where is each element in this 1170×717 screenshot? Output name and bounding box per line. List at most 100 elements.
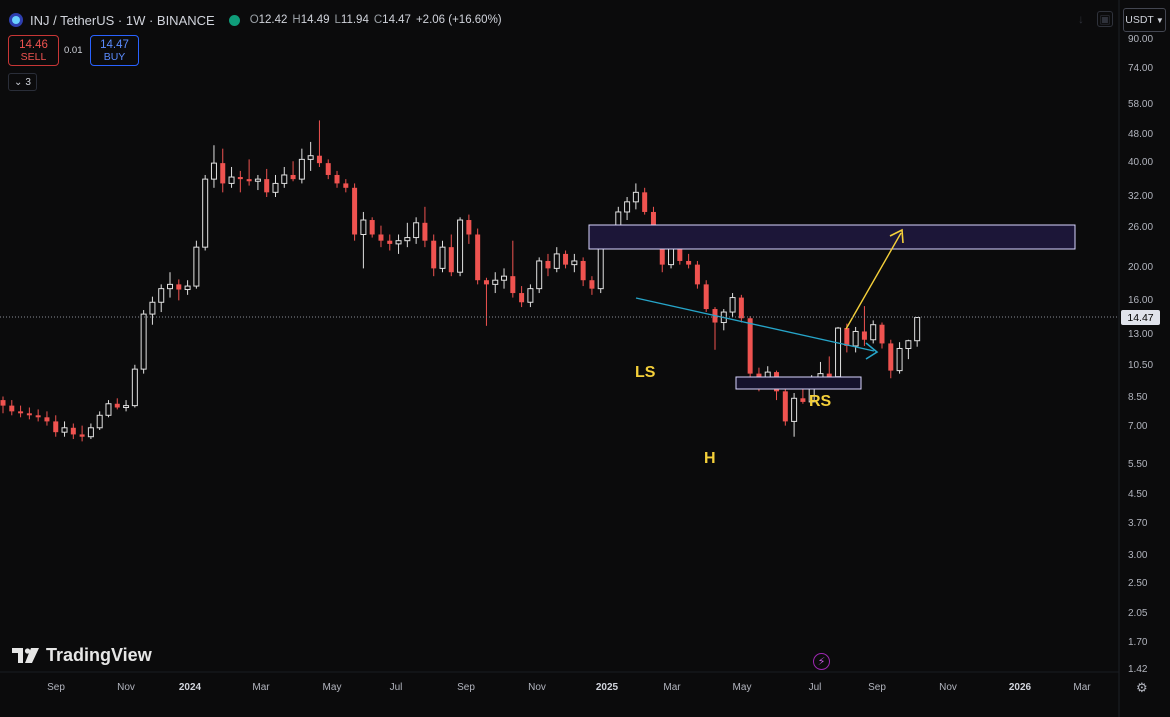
candle-body[interactable]: [105, 403, 112, 416]
candle-body[interactable]: [686, 260, 692, 265]
candle-body[interactable]: [0, 400, 6, 406]
head-label[interactable]: H: [704, 450, 716, 467]
candle-body[interactable]: [352, 187, 358, 235]
candle-body[interactable]: [193, 246, 200, 287]
candle-body[interactable]: [404, 237, 411, 242]
candle-body[interactable]: [298, 158, 305, 180]
tradingview-logo[interactable]: TradingView: [12, 645, 152, 666]
candle-body[interactable]: [703, 284, 709, 310]
currency-dropdown[interactable]: USDT ▼: [1123, 8, 1166, 32]
candle-body[interactable]: [501, 275, 508, 281]
candle-body[interactable]: [18, 411, 24, 414]
candle-body[interactable]: [70, 427, 76, 435]
candle-body[interactable]: [896, 347, 903, 372]
candle-body[interactable]: [413, 222, 420, 239]
candle-body[interactable]: [519, 293, 525, 303]
candle-body[interactable]: [800, 398, 806, 402]
candle-body[interactable]: [343, 183, 349, 188]
candle-body[interactable]: [290, 174, 296, 180]
candle-body[interactable]: [44, 417, 50, 422]
candle-body[interactable]: [387, 240, 393, 244]
candle-body[interactable]: [624, 201, 631, 213]
resistance-zone[interactable]: [588, 224, 1076, 250]
candle-body[interactable]: [35, 415, 41, 418]
candle-body[interactable]: [852, 330, 859, 347]
support-zone[interactable]: [735, 376, 862, 390]
candle-body[interactable]: [369, 220, 375, 235]
candle-body[interactable]: [210, 162, 217, 180]
candle-body[interactable]: [642, 192, 648, 212]
candle-body[interactable]: [632, 191, 639, 203]
candle-body[interactable]: [176, 284, 182, 290]
candle-body[interactable]: [888, 343, 894, 371]
candle-body[interactable]: [26, 413, 32, 416]
candle-body[interactable]: [316, 155, 322, 164]
candle-body[interactable]: [571, 260, 578, 266]
candle-body[interactable]: [264, 179, 270, 193]
candle-body[interactable]: [905, 340, 912, 349]
candle-body[interactable]: [360, 219, 367, 235]
candle-body[interactable]: [87, 427, 94, 438]
candle-body[interactable]: [694, 264, 700, 285]
candle-body[interactable]: [131, 368, 138, 407]
candle-body[interactable]: [448, 247, 454, 273]
candle-body[interactable]: [492, 279, 499, 285]
candle-body[interactable]: [325, 163, 331, 175]
candle-body[interactable]: [228, 176, 235, 184]
candle-body[interactable]: [738, 297, 744, 319]
gear-icon[interactable]: ⚙: [1136, 680, 1148, 695]
candle-body[interactable]: [281, 174, 288, 184]
candle-body[interactable]: [747, 318, 753, 374]
candle-body[interactable]: [140, 313, 147, 370]
candle-body[interactable]: [510, 276, 516, 294]
candle-body[interactable]: [395, 240, 402, 245]
candle-body[interactable]: [334, 174, 340, 184]
candle-body[interactable]: [96, 414, 103, 429]
candle-body[interactable]: [9, 405, 15, 412]
candle-body[interactable]: [53, 421, 59, 433]
candle-body[interactable]: [457, 219, 464, 273]
lightning-icon[interactable]: ⚡: [813, 653, 830, 670]
sell-button[interactable]: 14.46 SELL: [8, 35, 59, 66]
candle-body[interactable]: [527, 288, 534, 303]
candle-body[interactable]: [79, 434, 85, 437]
candle-body[interactable]: [756, 373, 762, 379]
candle-body[interactable]: [650, 211, 656, 235]
candle-body[interactable]: [870, 324, 877, 341]
candle-body[interactable]: [589, 280, 595, 289]
candle-body[interactable]: [123, 405, 130, 409]
candle-body[interactable]: [659, 234, 665, 265]
candle-body[interactable]: [167, 283, 174, 290]
candle-body[interactable]: [475, 234, 481, 281]
candle-body[interactable]: [237, 177, 243, 180]
candle-body[interactable]: [184, 285, 191, 291]
buy-button[interactable]: 14.47 BUY: [90, 35, 139, 66]
candle-body[interactable]: [246, 179, 252, 182]
candle-body[interactable]: [826, 373, 832, 377]
candle-body[interactable]: [61, 427, 68, 433]
symbol-title[interactable]: INJ / TetherUS · 1W · BINANCE: [30, 12, 215, 28]
candle-body[interactable]: [158, 288, 165, 303]
candle-body[interactable]: [378, 234, 384, 241]
candle-body[interactable]: [835, 327, 842, 378]
right-shoulder-label[interactable]: RS: [809, 393, 832, 410]
candle-body[interactable]: [729, 297, 736, 313]
candle-body[interactable]: [580, 260, 586, 281]
indicators-toggle[interactable]: ⌄ 3: [8, 73, 37, 91]
candle-body[interactable]: [439, 246, 446, 269]
candle-body[interactable]: [114, 403, 120, 408]
candle-body[interactable]: [545, 260, 551, 269]
candle-body[interactable]: [782, 391, 788, 422]
neckline-trendline[interactable]: [635, 297, 875, 352]
candle-body[interactable]: [553, 253, 560, 269]
candle-body[interactable]: [844, 328, 850, 346]
candle-body[interactable]: [879, 324, 885, 344]
candle-body[interactable]: [861, 331, 867, 340]
candle-body[interactable]: [422, 222, 428, 241]
candle-body[interactable]: [202, 178, 209, 248]
candle-body[interactable]: [483, 280, 489, 285]
candle-body[interactable]: [536, 260, 543, 290]
candle-body[interactable]: [563, 253, 569, 265]
candle-body[interactable]: [307, 155, 314, 160]
